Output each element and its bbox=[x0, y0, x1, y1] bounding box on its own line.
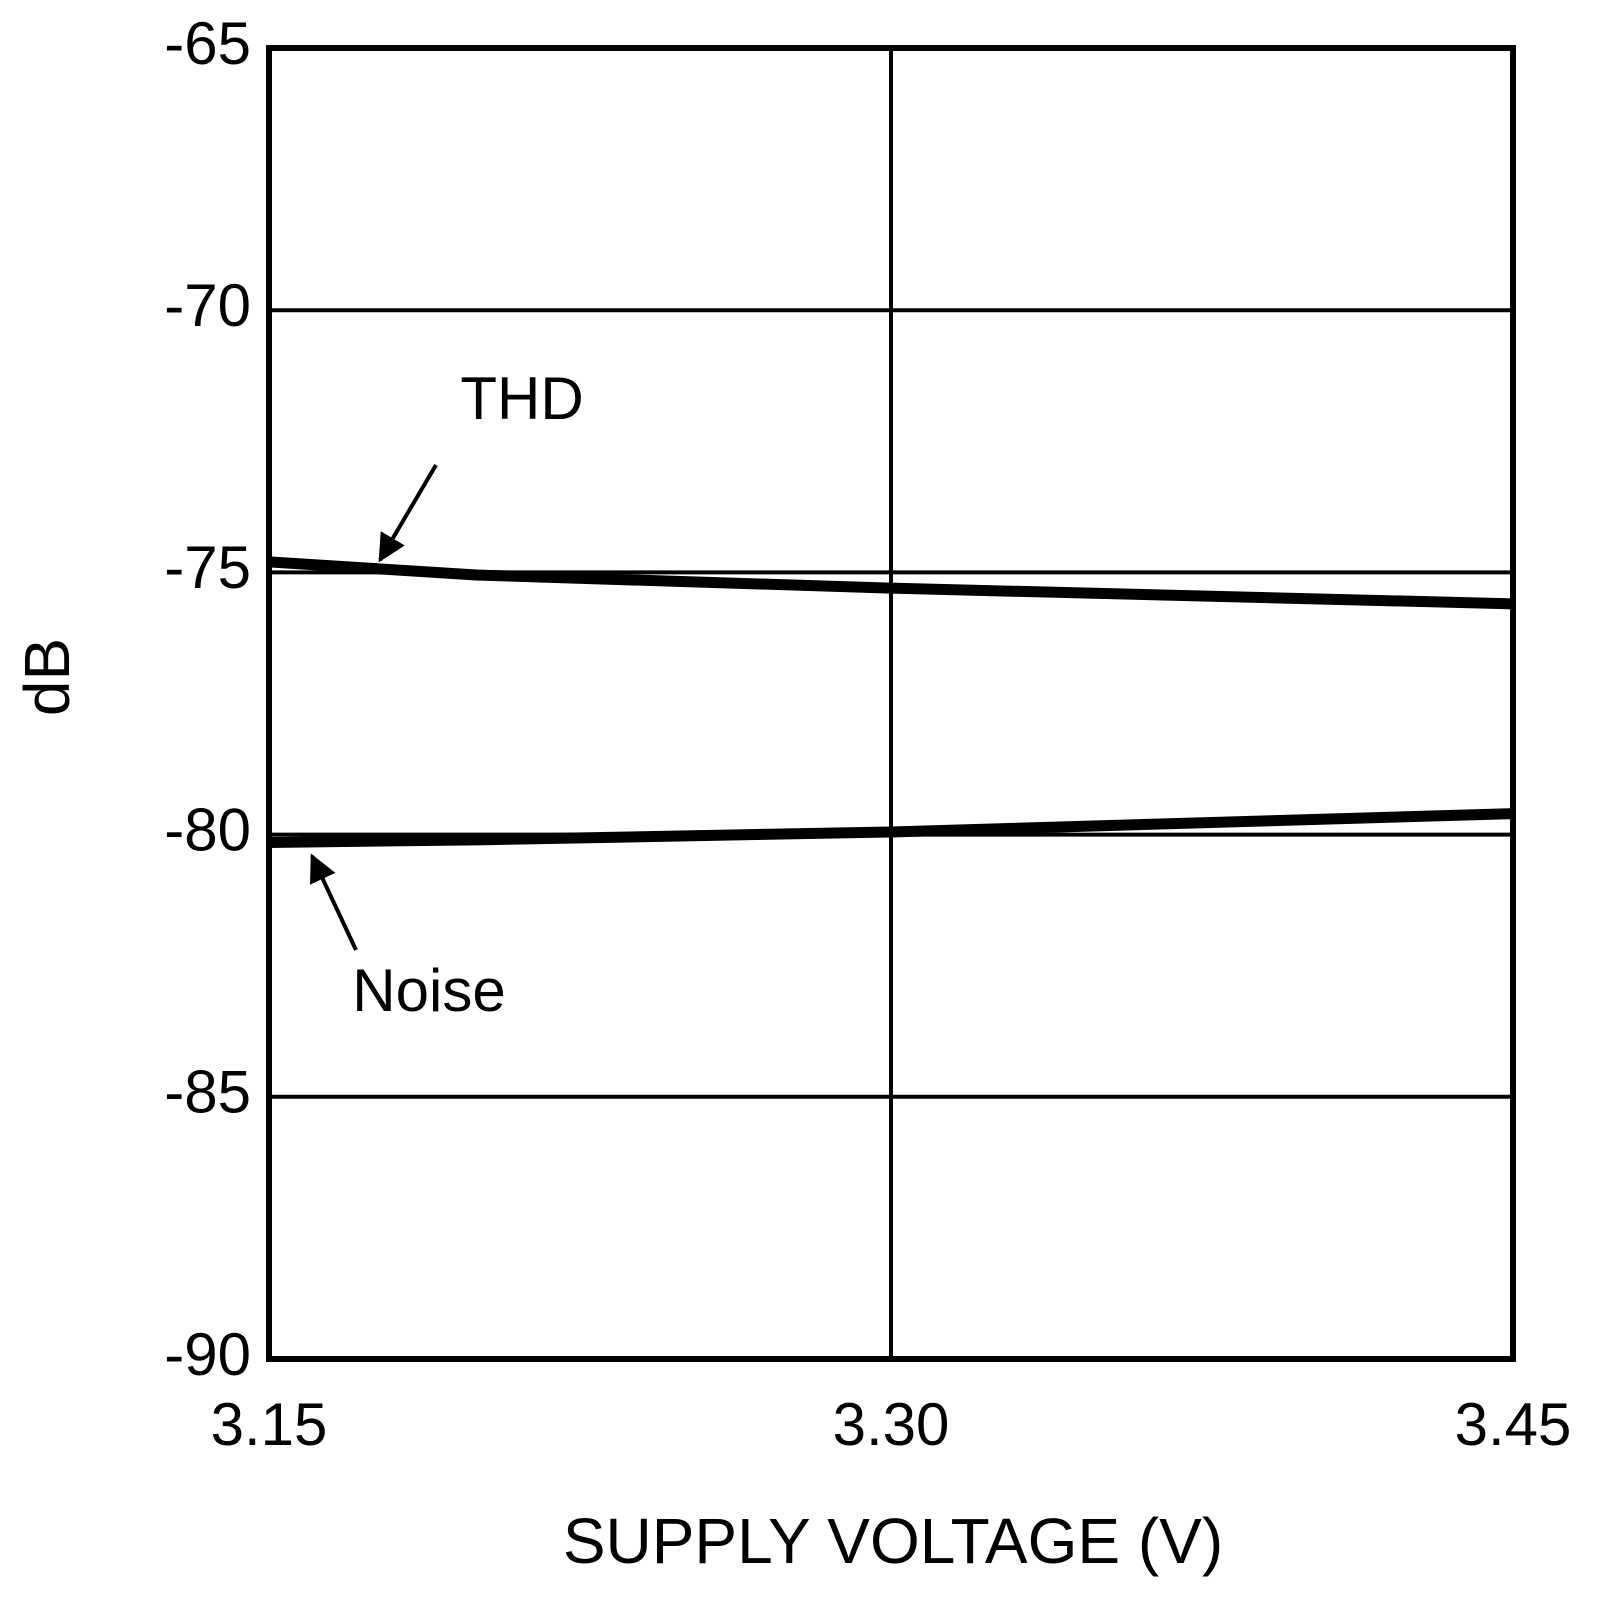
data-line bbox=[268, 556, 1514, 610]
y-tick-label: -70 bbox=[164, 272, 251, 339]
y-tick-label: -85 bbox=[164, 1059, 251, 1126]
x-tick-label: 3.30 bbox=[833, 1391, 950, 1458]
x-tick-label: 3.15 bbox=[211, 1391, 328, 1458]
y-tick-label: -65 bbox=[164, 10, 251, 77]
y-tick-label: -75 bbox=[164, 534, 251, 601]
series-label: THD bbox=[460, 365, 583, 432]
x-axis-label: SUPPLY VOLTAGE (V) bbox=[563, 1505, 1223, 1577]
y-tick-label: -90 bbox=[164, 1321, 251, 1388]
plot-frame bbox=[266, 45, 1516, 1362]
y-tick-label: -80 bbox=[164, 796, 251, 863]
annotation-arrow bbox=[378, 463, 438, 563]
annotation-arrow bbox=[310, 853, 358, 951]
series-label: Noise bbox=[352, 957, 505, 1024]
y-axis-label: dB bbox=[11, 638, 83, 716]
x-tick-label: 3.45 bbox=[1455, 1391, 1572, 1458]
data-line bbox=[268, 808, 1514, 848]
